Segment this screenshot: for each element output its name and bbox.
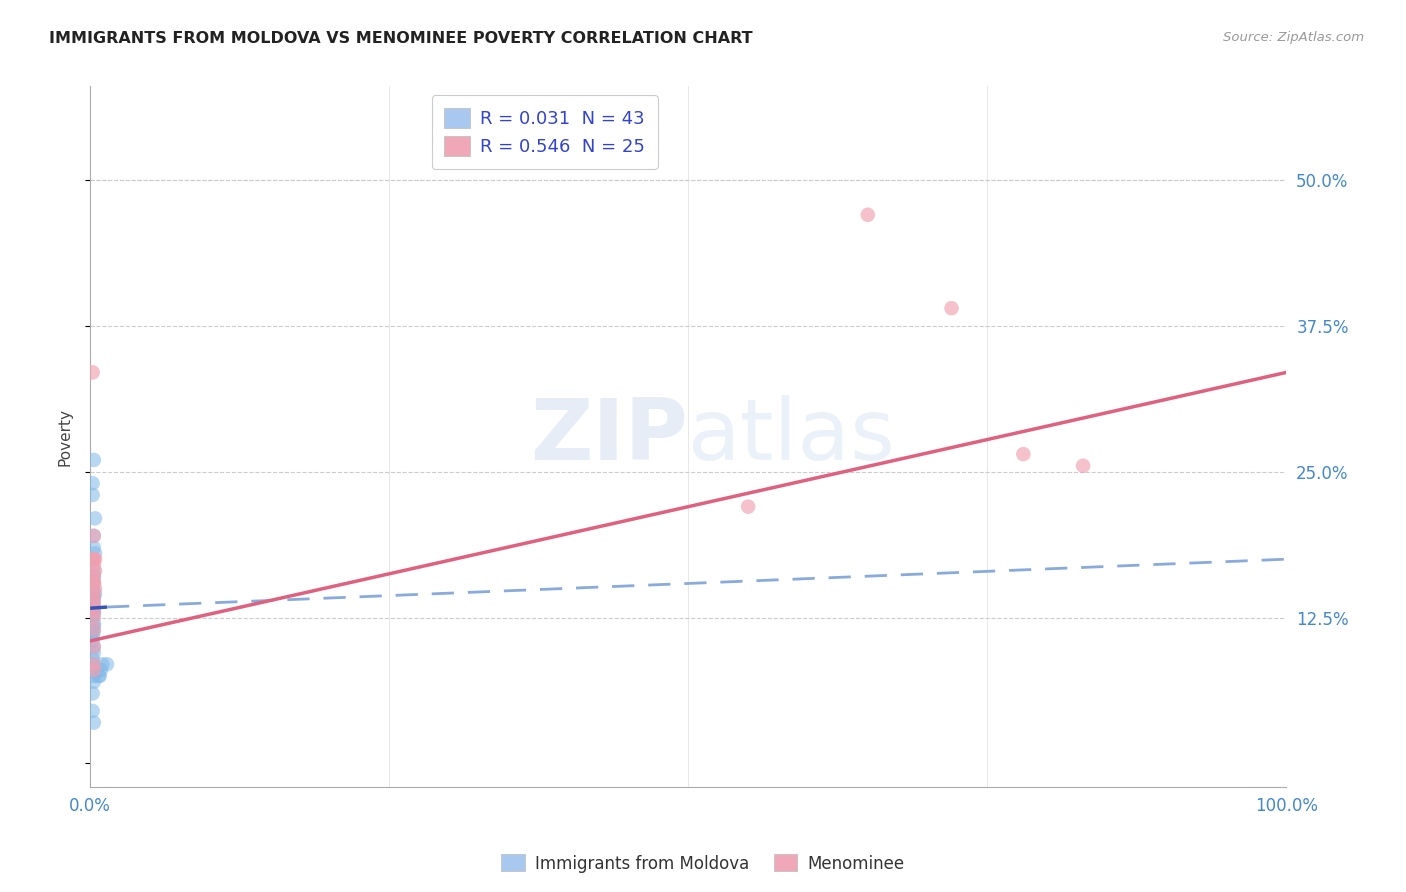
Point — [82, 476, 104, 491]
Text: atlas: atlas — [689, 395, 897, 478]
Point — [82, 365, 104, 379]
Point — [83, 618, 105, 632]
Point — [83, 587, 105, 601]
Point — [91, 657, 114, 672]
Point — [83, 575, 105, 590]
Point — [84, 552, 107, 566]
Point — [737, 500, 759, 514]
Point — [82, 599, 104, 613]
Point — [83, 599, 105, 613]
Point — [84, 587, 107, 601]
Point — [82, 610, 104, 624]
Point — [83, 640, 105, 654]
Point — [1071, 458, 1094, 473]
Point — [84, 564, 107, 578]
Point — [83, 610, 105, 624]
Point — [1012, 447, 1035, 461]
Point — [82, 628, 104, 642]
Point — [84, 511, 107, 525]
Text: Source: ZipAtlas.com: Source: ZipAtlas.com — [1223, 31, 1364, 45]
Point — [83, 605, 105, 619]
Point — [83, 646, 105, 660]
Point — [83, 607, 105, 621]
Point — [82, 663, 104, 677]
Point — [90, 663, 112, 677]
Point — [82, 657, 104, 672]
Point — [83, 663, 105, 677]
Point — [82, 582, 104, 596]
Point — [89, 669, 111, 683]
Legend: R = 0.031  N = 43, R = 0.546  N = 25: R = 0.031 N = 43, R = 0.546 N = 25 — [432, 95, 658, 169]
Point — [83, 570, 105, 584]
Point — [83, 583, 105, 598]
Point — [82, 488, 104, 502]
Point — [83, 453, 105, 467]
Point — [82, 704, 104, 718]
Point — [83, 541, 105, 555]
Point — [83, 552, 105, 566]
Point — [83, 669, 105, 683]
Point — [82, 593, 104, 607]
Point — [84, 582, 107, 596]
Point — [83, 529, 105, 543]
Point — [83, 715, 105, 730]
Point — [82, 686, 104, 700]
Y-axis label: Poverty: Poverty — [58, 408, 72, 466]
Point — [87, 669, 110, 683]
Legend: Immigrants from Moldova, Menominee: Immigrants from Moldova, Menominee — [495, 847, 911, 880]
Point — [856, 208, 879, 222]
Point — [83, 674, 105, 689]
Point — [82, 634, 104, 648]
Point — [83, 624, 105, 639]
Point — [96, 657, 118, 672]
Point — [84, 546, 107, 560]
Point — [83, 595, 105, 609]
Text: ZIP: ZIP — [530, 395, 689, 478]
Point — [82, 651, 104, 665]
Point — [83, 575, 105, 590]
Point — [83, 605, 105, 619]
Point — [83, 575, 105, 590]
Point — [83, 529, 105, 543]
Point — [83, 552, 105, 566]
Point — [83, 640, 105, 654]
Point — [82, 622, 104, 636]
Point — [82, 552, 104, 566]
Point — [83, 601, 105, 615]
Point — [83, 570, 105, 584]
Point — [83, 622, 105, 636]
Point — [83, 564, 105, 578]
Point — [83, 558, 105, 572]
Text: IMMIGRANTS FROM MOLDOVA VS MENOMINEE POVERTY CORRELATION CHART: IMMIGRANTS FROM MOLDOVA VS MENOMINEE POV… — [49, 31, 752, 46]
Point — [941, 301, 963, 315]
Point — [83, 590, 105, 604]
Point — [83, 616, 105, 631]
Point — [83, 657, 105, 672]
Point — [83, 593, 105, 607]
